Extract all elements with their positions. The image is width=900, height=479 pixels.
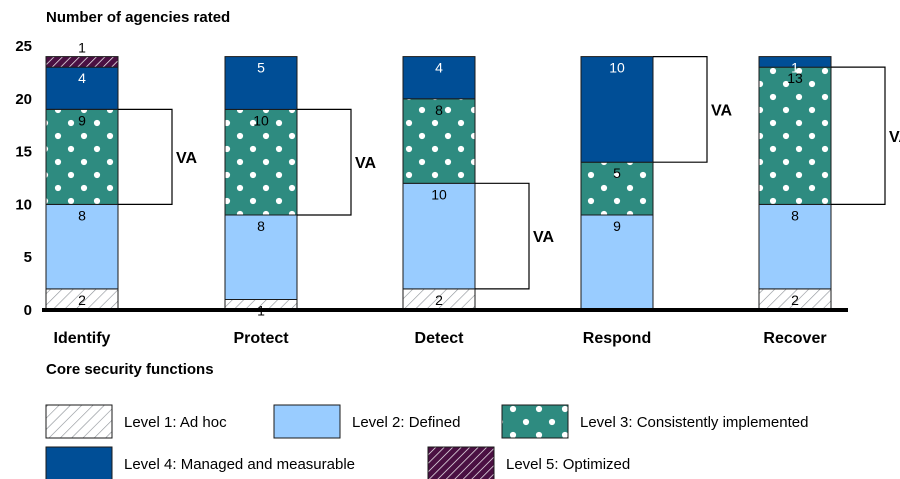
- bar-recover-level-4: [758, 56, 832, 68]
- bar-identify-level-2: [45, 203, 119, 290]
- y-axis-title: Number of agencies rated: [46, 9, 230, 26]
- va-bracket-identify: [118, 108, 173, 205]
- data-label-recover-level-4: 1: [791, 60, 799, 76]
- y-tick-label-15: 15: [15, 144, 32, 161]
- va-label-recover: VA: [889, 129, 900, 146]
- data-label-recover-level-1: 2: [791, 292, 799, 308]
- data-label-recover-level-2: 8: [791, 207, 799, 223]
- va-bracket-respond: [653, 56, 708, 163]
- legend-swatch-level-4: [45, 446, 113, 479]
- va-bracket-recover: [831, 66, 886, 205]
- va-bracket-protect: [297, 108, 352, 216]
- bar-respond-level-2: [580, 214, 654, 311]
- legend-label-level-2: Level 2: Defined: [352, 414, 460, 431]
- va-label-protect: VA: [355, 155, 376, 172]
- y-tick-label-20: 20: [15, 91, 32, 108]
- data-label-protect-level-4: 5: [257, 60, 265, 76]
- bar-detect-level-4: [402, 56, 476, 100]
- x-tick-label-detect: Detect: [415, 330, 465, 347]
- va-label-detect: VA: [533, 229, 554, 246]
- x-tick-label-recover: Recover: [763, 330, 826, 347]
- data-label-identify-level-5: 1: [78, 40, 86, 56]
- legend-label-level-1: Level 1: Ad hoc: [124, 414, 227, 431]
- va-bracket-detect: [475, 182, 530, 290]
- legend-label-level-5: Level 5: Optimized: [506, 456, 630, 473]
- y-axis-ticks: 0 5 10 15 20 25: [15, 38, 32, 319]
- bar-identify-level-5: [45, 56, 119, 68]
- data-label-recover-level-3: 13: [787, 70, 803, 86]
- va-label-identify: VA: [176, 150, 197, 167]
- y-tick-label-5: 5: [24, 249, 32, 266]
- legend: Level 1: Ad hoc Level 2: Defined Level 3: …: [45, 404, 808, 479]
- x-axis-title: Core security functions: [46, 361, 214, 378]
- bar-protect-level-4: [224, 56, 298, 110]
- y-tick-label-25: 25: [15, 38, 32, 55]
- x-tick-label-protect: Protect: [233, 330, 289, 347]
- data-label-respond-level-3: 5: [613, 165, 621, 181]
- data-label-detect-level-3: 8: [435, 102, 443, 118]
- bar-recover-level-2: [758, 203, 832, 290]
- data-label-detect-level-4: 4: [435, 60, 443, 76]
- data-label-identify-level-1: 2: [78, 292, 86, 308]
- y-tick-label-0: 0: [24, 302, 32, 319]
- data-label-detect-level-1: 2: [435, 292, 443, 308]
- bar-recover-level-3: [758, 66, 832, 205]
- data-label-protect-level-2: 8: [257, 218, 265, 234]
- data-label-protect-level-3: 10: [253, 112, 269, 128]
- bar-respond-level-3: [580, 161, 654, 216]
- va-label-respond: VA: [711, 102, 732, 119]
- bar-respond-level-4: [580, 56, 654, 163]
- bar-identify-level-4: [45, 66, 119, 110]
- y-tick-label-10: 10: [15, 196, 32, 213]
- legend-swatch-level-2: [273, 404, 341, 439]
- data-label-respond-level-2: 9: [613, 218, 621, 234]
- legend-swatch-level-3: [501, 404, 569, 439]
- bars: 289411810521084951028131VAVAVAVAVA: [45, 40, 900, 318]
- category-labels: Identify Protect Detect Respond Recover: [54, 330, 827, 347]
- data-label-identify-level-2: 8: [78, 207, 86, 223]
- data-label-identify-level-3: 9: [78, 112, 86, 128]
- legend-swatch-level-5: [427, 446, 495, 479]
- data-label-detect-level-2: 10: [431, 186, 447, 202]
- legend-swatch-level-1: [45, 404, 113, 439]
- bar-detect-level-3: [402, 98, 476, 184]
- legend-label-level-4: Level 4: Managed and measurable: [124, 456, 355, 473]
- data-label-identify-level-4: 4: [78, 70, 86, 86]
- x-tick-label-respond: Respond: [583, 330, 651, 347]
- data-label-respond-level-4: 10: [609, 60, 625, 76]
- legend-label-level-3: Level 3: Consistently implemented: [580, 414, 808, 431]
- x-tick-label-identify: Identify: [54, 330, 111, 347]
